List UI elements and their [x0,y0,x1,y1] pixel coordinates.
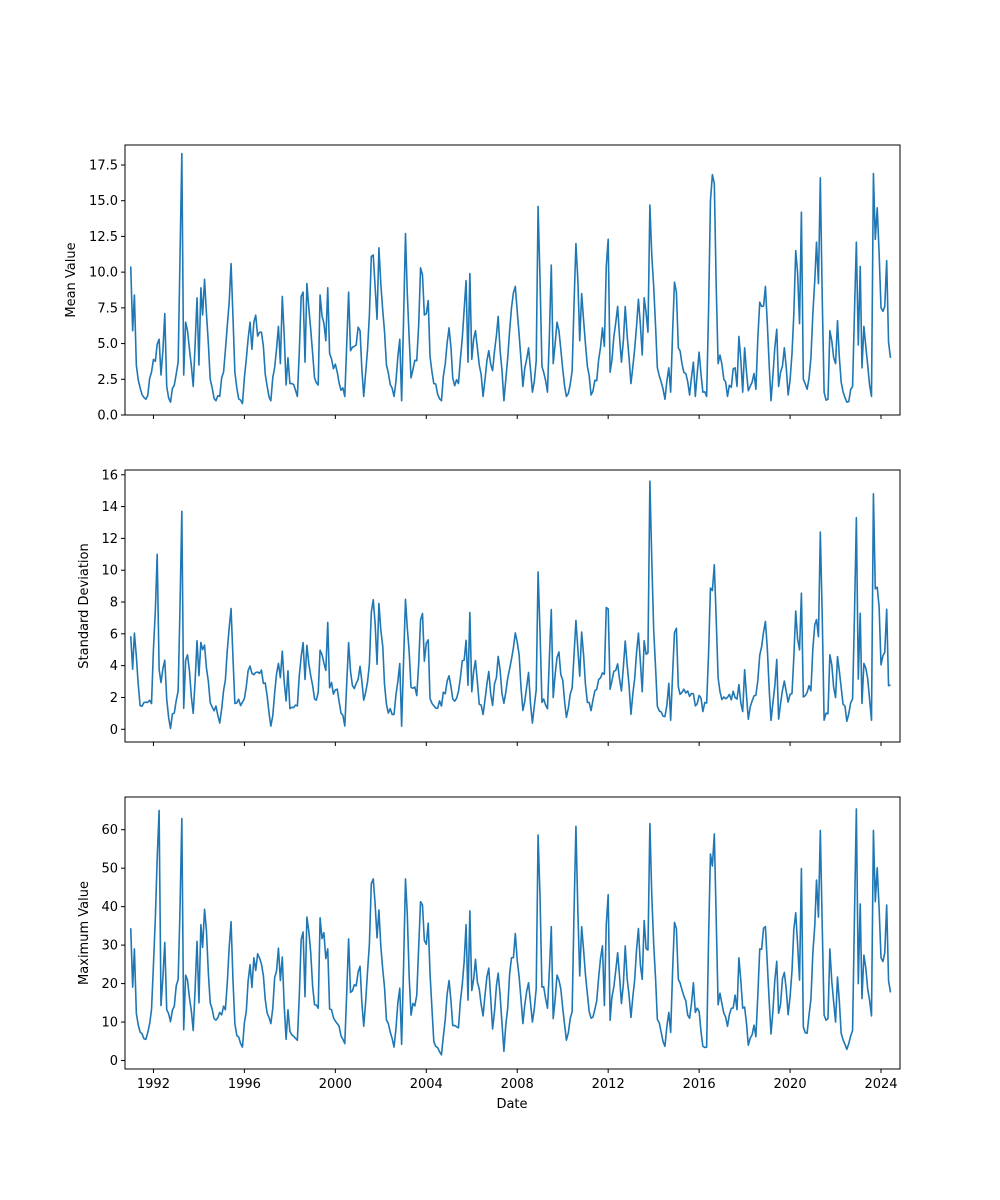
maximum-value-panel: 0 10 20 30 40 50 60 1992 1996 2000 2004 2008 2012 20… [77,796,901,1112]
standard-deviation-y-axis-label: Standard Deviation [77,543,92,668]
standard-deviation-panel: 0 2 4 6 8 10 12 14 16 Standard Deviation [77,468,901,746]
maximum-value-y-tick-label: 40 [101,900,118,915]
standard-deviation-y-tick-label: 10 [101,564,118,579]
x-axis-label: Date [496,1097,527,1112]
standard-deviation-x-ticks [152,742,882,746]
mean-value-y-axis-label: Mean Value [64,242,79,317]
mean-value-x-ticks [152,415,882,419]
x-tick-label: 1996 [228,1077,261,1092]
standard-deviation-axes-frame [124,469,901,743]
mean-value-y-ticks: 0.0 2.5 5.0 7.5 10.0 12.5 15.0 17.5 [89,159,125,424]
mean-value-y-tick-label: 10.0 [89,266,118,281]
maximum-value-series-line [129,808,892,1056]
mean-value-panel: 0.0 2.5 5.0 7.5 10.0 12.5 15.0 17.5 Mean Value [64,144,901,424]
x-tick-label: 2012 [592,1077,625,1092]
x-tick-label: 2008 [501,1077,534,1092]
standard-deviation-y-tick-label: 14 [101,500,118,515]
mean-value-y-tick-label: 7.5 [97,301,118,316]
x-tick-label: 2020 [774,1077,807,1092]
mean-value-y-tick-label: 17.5 [89,159,118,174]
x-tick-label: 2000 [319,1077,352,1092]
maximum-value-y-axis-label: Maximum Value [77,881,92,985]
maximum-value-y-tick-label: 10 [101,1016,118,1031]
maximum-value-y-tick-label: 50 [101,862,118,877]
mean-value-series-line [129,152,892,405]
maximum-value-axes-frame [124,796,901,1070]
x-tick-label: 2016 [683,1077,716,1092]
standard-deviation-y-tick-label: 2 [110,691,118,706]
standard-deviation-y-ticks: 0 2 4 6 8 10 12 14 16 [101,468,125,738]
standard-deviation-y-tick-label: 16 [101,468,118,483]
mean-value-y-tick-label: 5.0 [97,337,118,352]
standard-deviation-y-tick-label: 12 [101,532,118,547]
x-tick-label: 2024 [864,1077,897,1092]
standard-deviation-y-tick-label: 6 [110,627,118,642]
maximum-value-y-ticks: 0 10 20 30 40 50 60 [101,823,125,1069]
mean-value-y-tick-label: 0.0 [97,409,118,424]
maximum-value-y-tick-label: 0 [110,1054,118,1069]
x-tick-label: 2004 [410,1077,443,1092]
x-tick-label: 1992 [137,1077,170,1092]
maximum-value-x-ticks: 1992 1996 2000 2004 2008 2012 2016 2020 2024 [137,1069,898,1092]
standard-deviation-y-tick-label: 0 [110,723,118,738]
mean-value-y-tick-label: 2.5 [97,373,118,388]
mean-value-y-tick-label: 15.0 [89,194,118,209]
standard-deviation-y-tick-label: 4 [110,659,118,674]
mean-value-axes-frame [124,144,901,416]
maximum-value-y-tick-label: 20 [101,977,118,992]
mean-value-y-tick-label: 12.5 [89,230,118,245]
maximum-value-y-tick-label: 60 [101,823,118,838]
standard-deviation-y-tick-label: 8 [110,596,118,611]
maximum-value-y-tick-label: 30 [101,939,118,954]
standard-deviation-series-line [129,480,891,730]
